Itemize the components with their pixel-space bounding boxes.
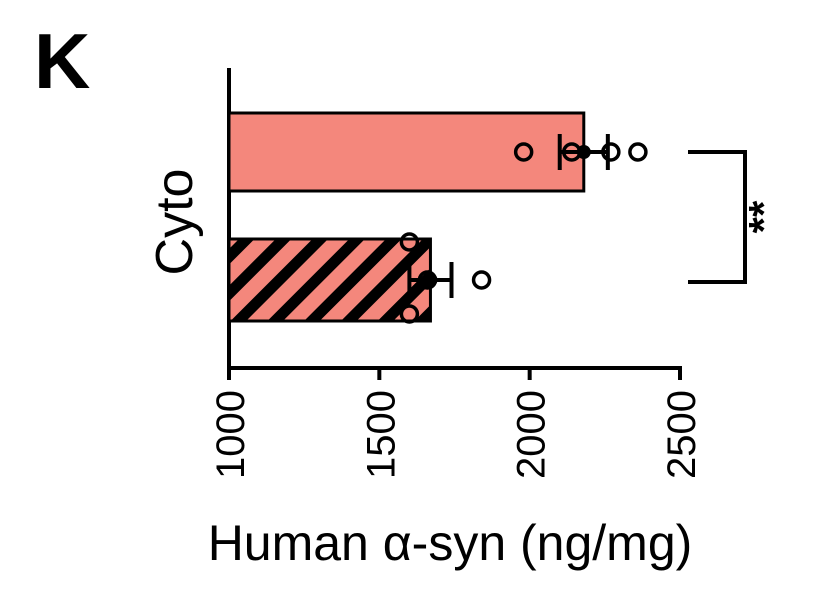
x-axis-label: Human α-syn (ng/mg) bbox=[208, 515, 693, 571]
data-point bbox=[513, 142, 534, 162]
x-tick-label: 2500 bbox=[660, 390, 704, 479]
y-group-label: Cyto bbox=[146, 169, 204, 276]
axes: 1000 1500 2000 2500 bbox=[209, 68, 704, 479]
data-point bbox=[562, 142, 582, 162]
significance: ** bbox=[688, 150, 787, 284]
points bbox=[399, 142, 648, 324]
data-point bbox=[601, 142, 621, 162]
significance-label: ** bbox=[740, 200, 787, 233]
significance-bracket bbox=[688, 150, 747, 284]
data-point bbox=[628, 142, 648, 162]
x-tick-label: 1500 bbox=[359, 390, 403, 479]
bars bbox=[227, 111, 610, 323]
data-point bbox=[417, 270, 438, 290]
panel-letter: K bbox=[34, 17, 91, 105]
x-tick-label: 1000 bbox=[209, 390, 253, 479]
data-point bbox=[471, 270, 492, 290]
bar-hatched bbox=[227, 237, 432, 323]
data-point bbox=[399, 232, 420, 252]
x-tick-label: 2000 bbox=[510, 390, 554, 479]
data-point bbox=[399, 304, 420, 324]
